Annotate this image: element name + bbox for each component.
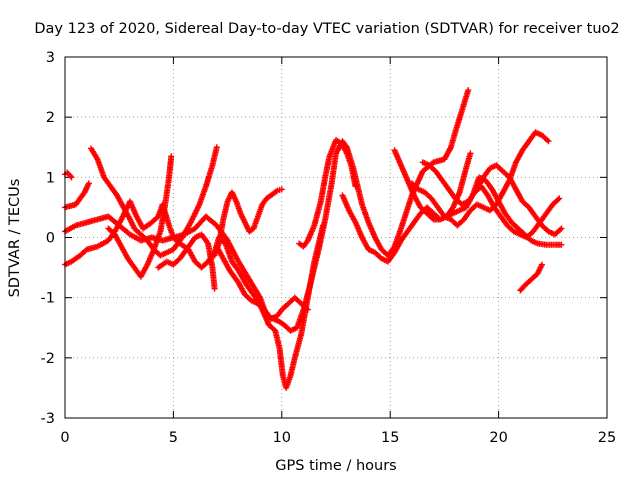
data-point: [465, 87, 472, 94]
x-tick-label: 0: [60, 430, 69, 446]
data-point: [278, 186, 285, 193]
data-point: [304, 306, 311, 313]
series-track-14: [419, 159, 563, 241]
series-track-15: [473, 162, 565, 238]
y-axis-label: SDTVAR / TECUs: [7, 179, 23, 298]
x-tick-label: 20: [489, 430, 507, 446]
data-point: [85, 180, 92, 187]
data-point: [168, 153, 175, 160]
x-tick-label: 25: [598, 430, 616, 446]
y-tick-label: 3: [46, 50, 55, 66]
series-track-16: [517, 261, 545, 294]
series-track-9: [213, 243, 311, 322]
series-track-1: [62, 169, 75, 181]
y-tick-label: 0: [46, 231, 55, 247]
plot-frame: [64, 56, 608, 419]
data-point: [352, 183, 359, 190]
y-tick-label: -2: [41, 351, 55, 367]
data-point: [67, 173, 74, 180]
data-point: [545, 138, 552, 145]
data-point: [467, 150, 474, 157]
data-point: [211, 285, 218, 292]
series-track-11: [339, 174, 565, 265]
x-axis-label: GPS time / hours: [275, 458, 396, 474]
data-point: [556, 195, 563, 202]
data-point: [558, 225, 565, 232]
grid-layer: [65, 57, 607, 418]
data-point: [213, 144, 220, 151]
series-track-8: [211, 186, 285, 259]
data-points-layer: [62, 87, 565, 391]
y-tick-label: 1: [46, 170, 55, 186]
x-tick-label: 15: [381, 430, 399, 446]
x-tick-label: 5: [169, 430, 178, 446]
chart-title: Day 123 of 2020, Sidereal Day-to-day VTE…: [34, 21, 619, 37]
y-tick-label: -3: [41, 411, 55, 427]
data-point: [558, 241, 565, 248]
y-tick-label: -1: [41, 291, 55, 307]
series-track-7: [155, 231, 218, 292]
series-track-10: [296, 137, 359, 250]
y-tick-label: 2: [46, 110, 55, 126]
series-track-6: [105, 153, 175, 280]
data-point: [319, 222, 326, 229]
x-tick-label: 10: [273, 430, 291, 446]
data-point: [68, 174, 75, 181]
data-point: [538, 261, 545, 268]
